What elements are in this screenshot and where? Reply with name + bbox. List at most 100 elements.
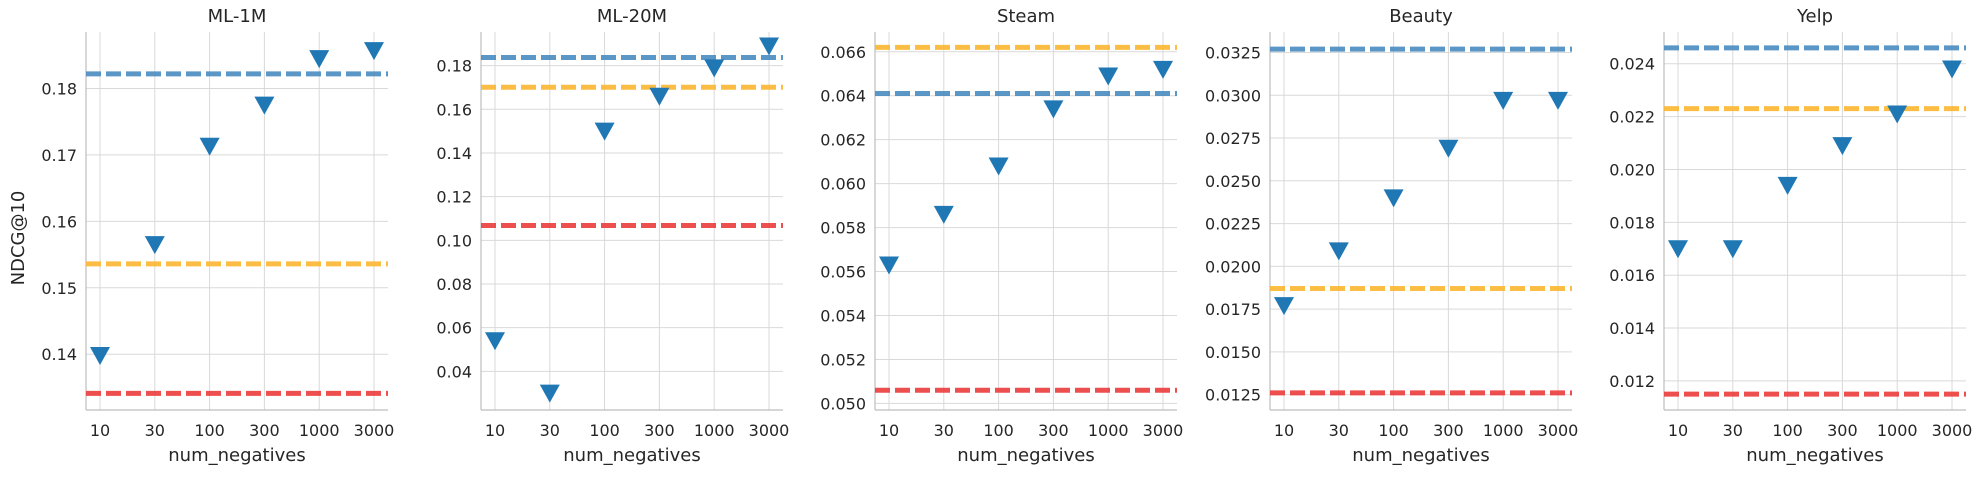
- y-tick-label: 0.024: [1609, 55, 1655, 74]
- data-point-1000: [1098, 67, 1119, 86]
- y-tick-label: 0.18: [436, 57, 472, 76]
- chart-panel-beauty: 0.0125 0.0150 0.0175 0.0200 0.0225 0.0250 0.02…: [1205, 6, 1578, 466]
- y-tick-label: 0.020: [1609, 160, 1655, 179]
- data-point-100: [594, 122, 615, 141]
- y-axis-label: NDCG@10: [8, 191, 29, 286]
- x-axis-label: num_negatives: [1746, 445, 1883, 466]
- data-point-3000: [1942, 60, 1962, 79]
- x-tick-label: 10: [1274, 421, 1294, 440]
- data-point-100: [199, 137, 220, 156]
- y-tick-label: 0.16: [436, 100, 472, 119]
- chart-panel-ml-20m: 0.04 0.06 0.08 0.10 0.12 0.14 0.16 0.18 10 30 100 3…: [436, 6, 789, 466]
- x-tick-label: 300: [249, 421, 280, 440]
- data-point-1000: [1493, 91, 1514, 110]
- y-tick-label: 0.10: [436, 231, 472, 250]
- y-tick-label: 0.14: [436, 144, 472, 163]
- x-tick-label: 100: [194, 421, 225, 440]
- y-tick-label: 0.066: [820, 43, 866, 62]
- y-tick-label: 0.058: [820, 219, 866, 238]
- data-point-100: [988, 157, 1009, 176]
- chart-title: Steam: [997, 6, 1055, 27]
- x-tick-label: 300: [1433, 421, 1464, 440]
- y-tick-label: 0.12: [436, 188, 472, 207]
- y-tick-label: 0.0275: [1205, 129, 1261, 148]
- chart-title: Yelp: [1796, 6, 1833, 27]
- y-tick-label: 0.0325: [1205, 44, 1261, 63]
- y-tick-label: 0.04: [436, 362, 472, 381]
- x-tick-label: 30: [1329, 421, 1349, 440]
- y-tick-label: 0.062: [820, 131, 866, 150]
- x-tick-label: 1000: [1877, 421, 1918, 440]
- data-point-100: [1383, 189, 1404, 208]
- data-point-30: [144, 236, 165, 255]
- data-point-1000: [309, 50, 330, 69]
- x-tick-label: 30: [1723, 421, 1743, 440]
- y-tick-label: 0.052: [820, 350, 866, 369]
- y-tick-label: 0.17: [41, 146, 77, 165]
- y-tick-label: 0.014: [1609, 319, 1655, 338]
- y-tick-label: 0.018: [1609, 213, 1655, 232]
- data-point-10: [1668, 240, 1688, 259]
- chart-panel-steam: 0.050 0.052 0.054 0.056 0.058 0.060 0.062 0.064…: [820, 6, 1183, 466]
- x-tick-label: 300: [1827, 421, 1858, 440]
- data-point-30: [539, 384, 560, 403]
- data-point-300: [649, 87, 670, 106]
- x-tick-label: 30: [540, 421, 560, 440]
- data-point-300: [1832, 137, 1853, 156]
- chart-panel-yelp: 0.012 0.014 0.016 0.018 0.020 0.022 0.024 10 30 1…: [1609, 6, 1972, 466]
- data-point-100: [1777, 176, 1798, 195]
- y-tick-label: 0.06: [436, 319, 472, 338]
- x-tick-label: 100: [589, 421, 620, 440]
- y-tick-label: 0.064: [820, 87, 866, 106]
- x-tick-label: 300: [644, 421, 675, 440]
- y-tick-label: 0.0175: [1205, 300, 1261, 319]
- x-axis-label: num_negatives: [957, 445, 1094, 466]
- data-point-3000: [1153, 60, 1173, 79]
- x-tick-label: 30: [934, 421, 954, 440]
- chart-title: ML-20M: [597, 6, 667, 27]
- x-tick-label: 1000: [299, 421, 340, 440]
- data-point-300: [1438, 139, 1459, 158]
- y-tick-label: 0.0200: [1205, 257, 1261, 276]
- data-point-300: [1043, 100, 1064, 119]
- x-tick-label: 1000: [694, 421, 735, 440]
- x-tick-label: 3000: [749, 421, 790, 440]
- x-axis-label: num_negatives: [168, 445, 305, 466]
- y-tick-label: 0.18: [41, 79, 77, 98]
- y-tick-label: 0.022: [1609, 108, 1655, 127]
- y-tick-label: 0.0300: [1205, 86, 1261, 105]
- panels: 0.14 0.15 0.16 0.17 0.18 10 30 100 300 1000 3000 ML…: [41, 6, 1972, 466]
- x-tick-label: 10: [90, 421, 110, 440]
- data-point-300: [254, 96, 275, 115]
- x-tick-label: 3000: [1932, 421, 1973, 440]
- y-tick-label: 0.016: [1609, 266, 1655, 285]
- x-tick-label: 1000: [1483, 421, 1524, 440]
- x-tick-label: 10: [879, 421, 899, 440]
- x-tick-label: 3000: [354, 421, 395, 440]
- data-point-3000: [364, 42, 384, 61]
- chart-title: ML-1M: [208, 6, 267, 27]
- data-point-30: [1722, 240, 1743, 259]
- data-point-10: [1274, 297, 1294, 316]
- x-tick-label: 3000: [1538, 421, 1579, 440]
- y-tick-label: 0.08: [436, 275, 472, 294]
- data-point-1000: [1887, 105, 1908, 124]
- y-tick-label: 0.14: [41, 345, 77, 364]
- y-tick-label: 0.050: [820, 394, 866, 413]
- y-tick-label: 0.054: [820, 307, 866, 326]
- x-tick-label: 100: [1378, 421, 1409, 440]
- y-tick-label: 0.16: [41, 212, 77, 231]
- data-point-10: [90, 347, 110, 366]
- y-tick-label: 0.060: [820, 175, 866, 194]
- y-tick-label: 0.012: [1609, 372, 1655, 391]
- x-tick-label: 30: [145, 421, 165, 440]
- data-point-30: [933, 205, 954, 224]
- chart-panel-ml-1m: 0.14 0.15 0.16 0.17 0.18 10 30 100 300 1000 3000 ML…: [41, 6, 394, 466]
- x-axis-label: num_negatives: [563, 445, 700, 466]
- data-point-30: [1328, 242, 1349, 261]
- y-tick-label: 0.0225: [1205, 215, 1261, 234]
- y-tick-label: 0.15: [41, 279, 77, 298]
- x-tick-label: 100: [1772, 421, 1803, 440]
- data-point-1000: [704, 59, 725, 78]
- y-tick-label: 0.0125: [1205, 386, 1261, 405]
